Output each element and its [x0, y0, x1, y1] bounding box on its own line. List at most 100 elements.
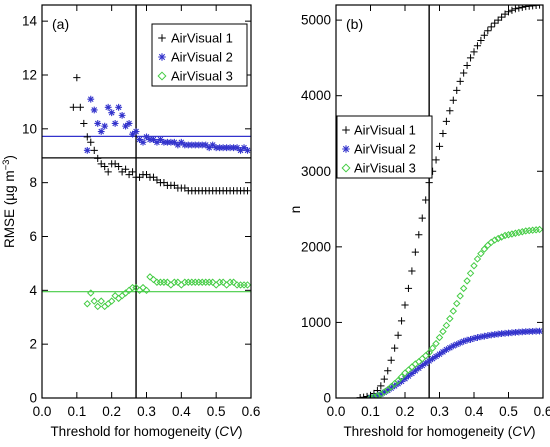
series-2-point	[370, 393, 378, 398]
series-3-point	[459, 284, 468, 293]
series-2-point	[219, 144, 227, 152]
series-2-point	[515, 328, 523, 336]
series-2-point	[181, 141, 189, 149]
series-3-point	[439, 327, 447, 336]
x-tick-label: 0.0	[327, 404, 346, 419]
series-2-point	[467, 336, 474, 343]
legend-marker-2	[342, 145, 350, 153]
series-3-point	[212, 281, 220, 289]
series-1-point	[515, 5, 523, 12]
series-1-point	[498, 13, 506, 21]
legend: AirVisual 1 AirVisual 2 AirVisual 3	[151, 23, 248, 87]
series-3-point	[497, 233, 506, 241]
series-2-point	[160, 138, 168, 146]
series-2-point	[536, 327, 543, 335]
series-1-point	[360, 393, 368, 398]
series-2-point	[237, 146, 244, 154]
series-2-point	[377, 390, 385, 398]
x-tick-label: 0.4	[172, 404, 191, 419]
panel-label: (b)	[346, 16, 363, 32]
series-2-point	[188, 141, 196, 149]
series-3-point	[94, 302, 102, 311]
series-2-point	[90, 106, 98, 114]
series-2-point	[226, 144, 234, 152]
y-tick-label: 12	[22, 67, 37, 82]
series-3-point	[518, 228, 527, 236]
series-3-point	[366, 393, 375, 398]
series-2-point	[223, 144, 231, 152]
x-tick-label: 0.5	[207, 404, 226, 419]
series-3-point	[473, 255, 482, 263]
y-tick-label: 0	[323, 391, 331, 406]
series-2-point	[104, 103, 112, 111]
series-2-point	[439, 348, 447, 356]
series-3-point	[177, 281, 186, 289]
series-2-point	[244, 146, 251, 154]
series-3-point	[511, 229, 520, 237]
series-2-point	[491, 331, 499, 338]
series-2-point	[408, 370, 416, 377]
series-3-point	[111, 292, 119, 300]
series-1-point	[442, 117, 450, 125]
series-3-point	[219, 278, 227, 286]
series-2-point	[83, 146, 91, 154]
series-2-point	[405, 372, 412, 380]
series-2-point	[387, 384, 395, 392]
series-3-point	[425, 348, 433, 357]
series-3-point	[525, 226, 533, 235]
series-2-point	[94, 120, 102, 127]
series-1-point	[380, 375, 388, 383]
y-tick-label: 2000	[301, 239, 331, 254]
series-2-point	[463, 336, 471, 344]
series-3-point	[90, 297, 98, 305]
legend-label: AirVisual 3	[171, 69, 233, 84]
series-1-point	[115, 162, 123, 171]
series-3-point	[421, 351, 430, 360]
series-1-point	[453, 86, 461, 95]
series-2-point	[118, 111, 126, 119]
series-1-point	[491, 19, 499, 27]
series-3-point	[490, 236, 499, 244]
series-2-point	[446, 344, 454, 352]
y-tick-label: 4000	[301, 88, 331, 103]
legend-marker-3	[341, 163, 351, 173]
series-2-point	[129, 130, 136, 138]
series-1-point	[94, 154, 102, 163]
series-3-point	[508, 230, 516, 238]
series-2-point	[174, 141, 182, 149]
series-2-point	[240, 144, 248, 152]
y-tick-label: 2	[29, 337, 37, 352]
series-3-point	[463, 277, 471, 285]
series-3-point	[515, 228, 523, 237]
series-1-point	[397, 317, 406, 325]
series-3-point	[121, 289, 130, 297]
series-2-point	[205, 144, 213, 152]
series-1-point	[456, 77, 464, 85]
series-3-point	[456, 292, 464, 300]
series-1-point	[73, 74, 81, 82]
series-2-point	[230, 144, 237, 152]
legend-marker-1	[158, 34, 166, 42]
series-2-point	[529, 327, 537, 335]
series-3-point	[418, 354, 426, 363]
series-2-point	[136, 136, 143, 143]
series-2-point	[139, 138, 147, 146]
series-3-point	[83, 300, 91, 308]
series-1-point	[83, 133, 91, 141]
series-3-point	[118, 292, 126, 300]
series-2-point	[195, 141, 203, 149]
series-1-point	[477, 36, 485, 45]
series-1-point	[446, 107, 454, 115]
x-tick-label: 0.4	[465, 404, 484, 419]
x-tick-label: 0.6	[534, 404, 550, 419]
series-2-point	[150, 136, 157, 143]
data-points	[356, 5, 543, 398]
series-2-point	[216, 144, 224, 152]
series-3-point	[87, 289, 95, 297]
series-2-point	[170, 138, 178, 146]
series-2-point	[87, 95, 95, 103]
series-2-point	[415, 364, 423, 372]
series-3-point	[494, 234, 502, 243]
data-points	[69, 74, 251, 311]
